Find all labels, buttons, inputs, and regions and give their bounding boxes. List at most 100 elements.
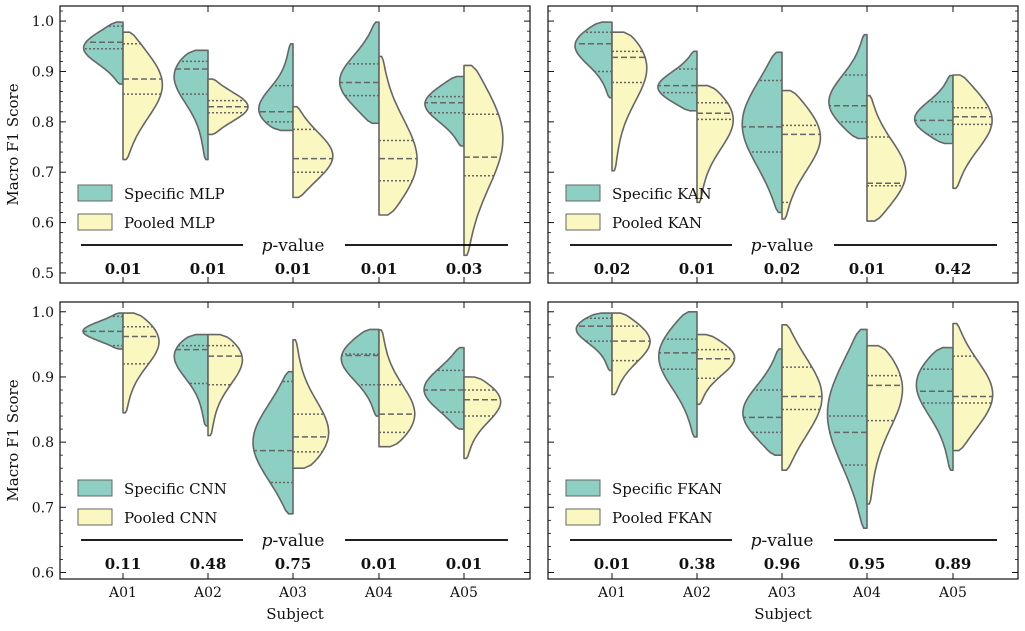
x-tick-label: A04 — [852, 585, 881, 601]
pvalue-A01: 0.02 — [594, 260, 631, 278]
x-tick-label: A05 — [449, 585, 478, 601]
pvalue-A02: 0.01 — [679, 260, 716, 278]
violin-right-A01 — [611, 312, 651, 396]
pvalue-A04: 0.01 — [849, 260, 886, 278]
pvalue-A03: 0.96 — [764, 555, 801, 573]
legend-swatch-specific — [77, 479, 113, 497]
y-tick-label: 0.6 — [32, 565, 54, 581]
violin-right-A01 — [122, 312, 160, 414]
pvalue-title-text: -value — [272, 236, 324, 256]
violin-right-A03 — [781, 89, 822, 220]
pvalue-A04: 0.01 — [361, 260, 398, 278]
legend-label-specific: Specific MLP — [124, 185, 225, 203]
violin-right-A03 — [781, 324, 823, 471]
legend-label-pooled: Pooled FKAN — [612, 509, 713, 527]
legend-swatch-specific — [565, 479, 601, 497]
pvalue-A03: 0.01 — [275, 260, 312, 278]
chart-panel-2: Specific KAN Pooled KAN p-value 0.02 0.01 0.0… — [547, 5, 1019, 284]
y-tick-label: 0.5 — [32, 266, 54, 282]
plot-frame — [59, 5, 531, 284]
legend-label-specific: Specific KAN — [612, 185, 712, 203]
violin-left-A02 — [173, 49, 209, 161]
violin-left-A04 — [826, 328, 868, 529]
chart-panel-3: 0.6 0.7 0.8 0.9 1.0 A01 A02 A03 A04 A05 Macro F1 S… — [4, 301, 531, 623]
x-tick-label: A03 — [278, 585, 307, 601]
violin-right-A02 — [696, 333, 736, 406]
violin-left-A05 — [424, 75, 465, 147]
y-tick-label: 0.6 — [32, 216, 54, 232]
pvalue-A01: 0.01 — [105, 260, 142, 278]
pvalue-A05: 0.89 — [935, 555, 972, 573]
pvalue-title-text: -value — [761, 531, 813, 551]
y-tick-label: 0.7 — [32, 500, 54, 516]
violin-right-A02 — [696, 84, 734, 204]
y-tick-label: 0.9 — [32, 64, 54, 80]
pvalue-A04: 0.95 — [849, 555, 886, 573]
violin-left-A04 — [340, 328, 380, 417]
legend-swatch-specific — [77, 184, 113, 202]
plot-frame — [547, 5, 1019, 284]
pvalue-italic-p: p — [262, 236, 273, 256]
x-tick-label: A05 — [938, 585, 967, 601]
pvalue-A04: 0.01 — [361, 555, 398, 573]
violin-right-A05 — [463, 64, 504, 257]
pvalue-italic-p: p — [751, 236, 762, 256]
pvalue-title: p-value — [262, 531, 325, 551]
pvalue-A05: 0.03 — [446, 260, 483, 278]
y-tick-label: 0.9 — [32, 370, 54, 386]
plot-frame — [547, 301, 1019, 580]
chart-panel-4: A01 A02 A03 A04 A05 Subject Specific FKAN Poole… — [547, 301, 1019, 623]
y-axis-label: Macro F1 Score — [4, 379, 22, 501]
legend-label-specific: Specific CNN — [124, 480, 227, 498]
x-tick-label: A02 — [193, 585, 222, 601]
y-tick-label: 0.8 — [32, 435, 54, 451]
y-tick-label: 0.8 — [32, 115, 54, 131]
violin-right-A04 — [866, 94, 907, 222]
violin-left-A05 — [915, 346, 954, 471]
violin-right-A04 — [378, 55, 418, 216]
violin-left-A05 — [913, 74, 954, 145]
x-tick-label: A04 — [364, 585, 393, 601]
pvalue-A02: 0.01 — [190, 260, 227, 278]
legend-swatch-specific — [565, 184, 601, 202]
violin-right-A01 — [611, 31, 648, 172]
pvalue-A05: 0.01 — [446, 555, 483, 573]
violin-left-A05 — [423, 346, 465, 430]
legend-label-pooled: Pooled KAN — [612, 214, 702, 232]
y-axis-label: Macro F1 Score — [4, 83, 22, 205]
x-axis-label: Subject — [754, 605, 812, 623]
pvalue-A03: 0.75 — [275, 555, 312, 573]
pvalue-title-text: -value — [272, 531, 324, 551]
violin-left-A03 — [742, 348, 783, 456]
violin-left-A03 — [252, 370, 294, 515]
plot-frame — [59, 301, 531, 580]
violin-left-A04 — [338, 21, 380, 125]
pvalue-italic-p: p — [751, 531, 762, 551]
violin-left-A03 — [741, 51, 783, 214]
y-tick-label: 0.7 — [32, 165, 54, 181]
pvalue-A02: 0.48 — [190, 555, 227, 573]
x-axis-label: Subject — [266, 605, 324, 623]
pvalue-A01: 0.01 — [594, 555, 631, 573]
pvalue-title-text: -value — [761, 236, 813, 256]
x-tick-label: A03 — [767, 585, 796, 601]
legend-label-pooled: Pooled MLP — [124, 214, 215, 232]
chart-panel-1: 0.5 0.6 0.7 0.8 0.9 1.0 Macro F1 Score Specific… — [4, 5, 531, 284]
violin-right-A05 — [952, 322, 994, 452]
legend-swatch-pooled — [77, 213, 113, 231]
pvalue-italic-p: p — [262, 531, 273, 551]
pvalue-title: p-value — [751, 531, 814, 551]
violin-left-A03 — [258, 42, 294, 132]
violin-left-A02 — [658, 310, 698, 438]
y-tick-label: 1.0 — [32, 305, 54, 321]
x-tick-label: A01 — [108, 585, 137, 601]
violin-left-A02 — [657, 50, 698, 112]
panels: 0.5 0.6 0.7 0.8 0.9 1.0 Macro F1 Score Specific… — [4, 5, 1019, 623]
y-tick-label: 1.0 — [32, 14, 54, 30]
pvalue-title: p-value — [262, 236, 325, 256]
legend-swatch-pooled — [565, 508, 601, 526]
violin-right-A04 — [378, 329, 416, 448]
x-tick-label: A01 — [597, 585, 626, 601]
legend-label-pooled: Pooled CNN — [124, 509, 217, 527]
